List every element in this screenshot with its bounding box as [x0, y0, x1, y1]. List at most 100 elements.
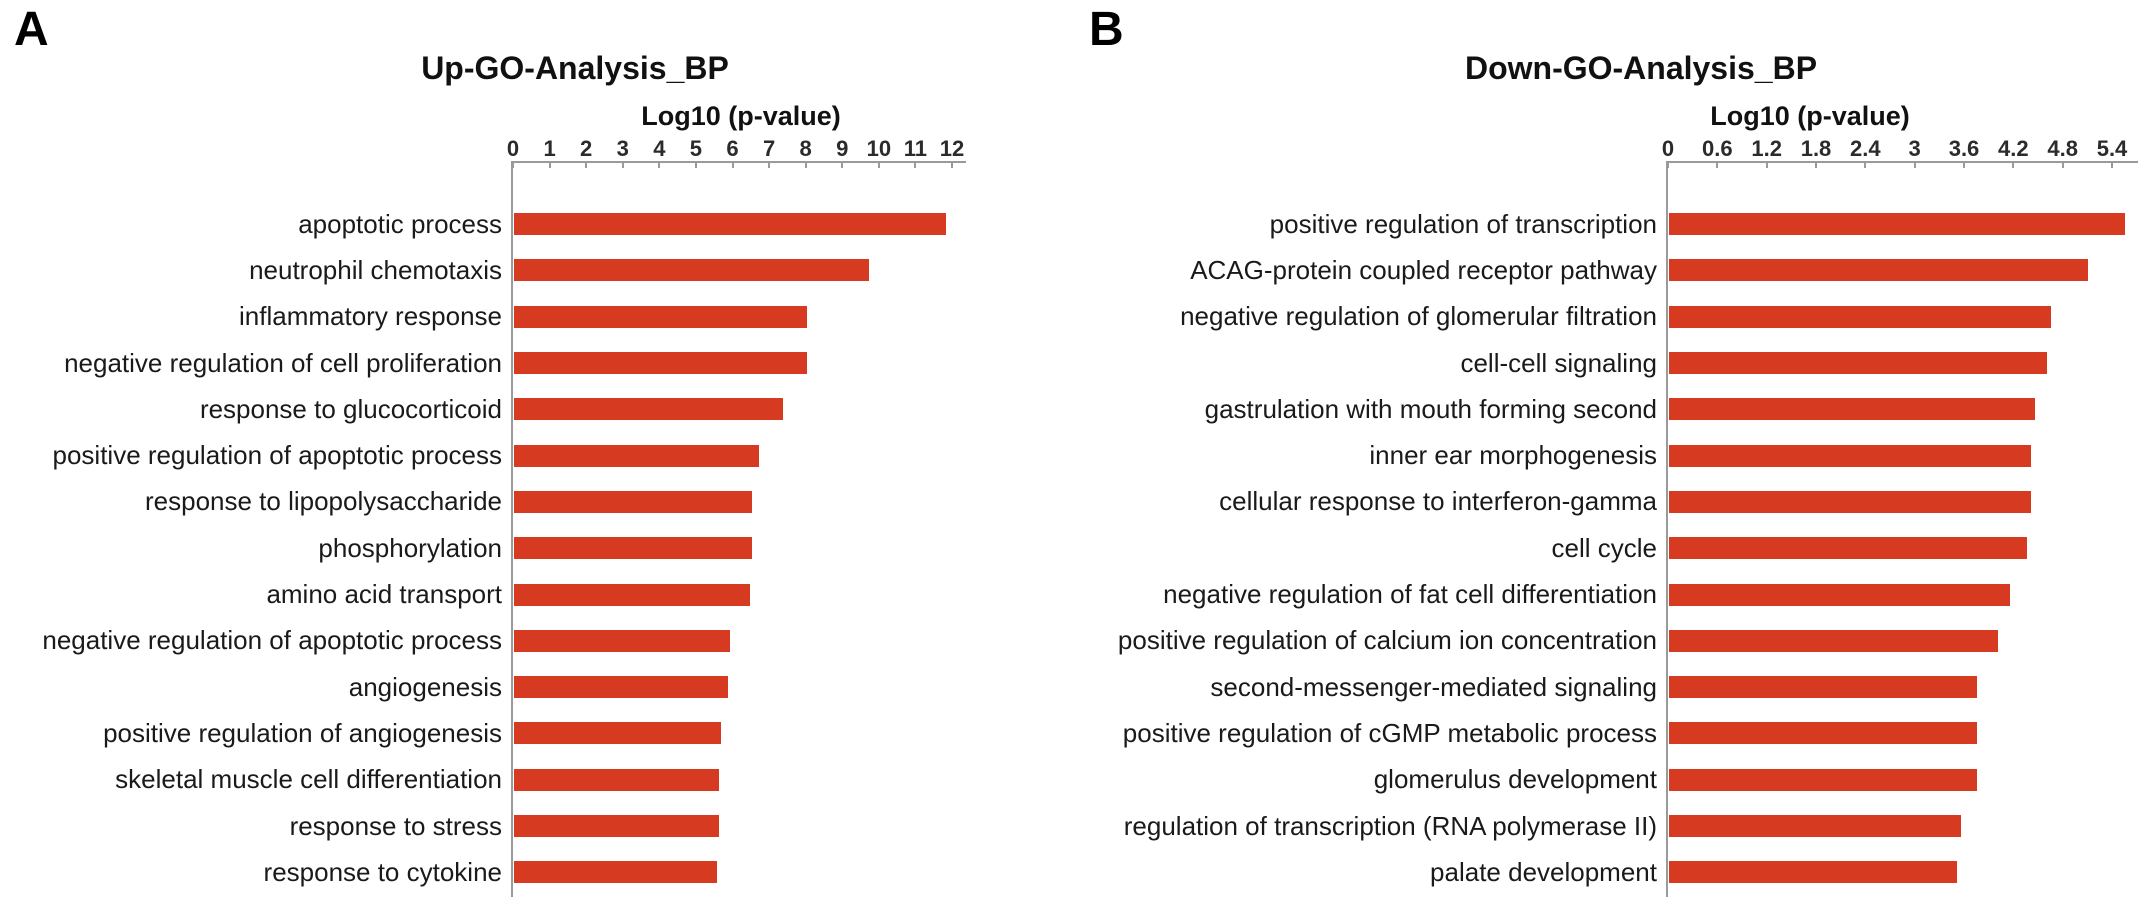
panel-letter: A — [14, 3, 49, 56]
bar-cell — [513, 803, 1075, 849]
x-axis-line — [1668, 161, 2138, 163]
x-axis-tick-mark — [877, 163, 880, 168]
bar-cell — [1668, 571, 2150, 617]
bar — [1669, 213, 2126, 236]
bar-row: second-messenger-mediated signaling — [1075, 664, 2150, 710]
x-axis-tick-mark — [585, 163, 588, 168]
bar — [514, 815, 719, 837]
x-axis-tick-label: 1 — [543, 136, 556, 161]
x-axis-tick-label: 5 — [689, 136, 703, 161]
category-label: glomerulus development — [1373, 764, 1657, 795]
x-axis-title: Log10 (p-value) — [641, 101, 841, 131]
x-axis-tick-label: 1.2 — [1751, 136, 1782, 161]
category-label: positive regulation of transcription — [1269, 208, 1657, 239]
bar-row: gastrulation with mouth forming second — [1075, 386, 2150, 432]
bar-cell — [1668, 525, 2150, 571]
bar-row: angiogenesis — [0, 664, 1075, 710]
x-axis-tick-label: 2 — [580, 136, 593, 161]
category-label: response to stress — [289, 810, 502, 841]
bar-cell — [1668, 247, 2150, 293]
bar-cell — [513, 618, 1075, 664]
bar-row: positive regulation of calcium ion conce… — [1075, 618, 2150, 664]
category-label: cellular response to interferon-gamma — [1219, 486, 1657, 517]
chart-title: Down-GO-Analysis_BP — [1464, 50, 1818, 86]
bar — [514, 444, 760, 467]
x-axis-tick-mark — [951, 163, 953, 168]
category-label: positive regulation of angiogenesis — [103, 717, 502, 748]
x-axis-tick-label: 6 — [726, 136, 739, 161]
category-label: cell cycle — [1551, 532, 1657, 563]
x-axis-tick-label: 0 — [1661, 136, 1675, 161]
bar-cell — [513, 571, 1075, 617]
x-axis-tick-mark — [1963, 163, 1965, 168]
bar-cell — [1668, 340, 2150, 386]
category-label: response to cytokine — [263, 856, 502, 887]
bar — [1669, 676, 1978, 699]
x-axis-tick-label: 2.4 — [1850, 136, 1881, 161]
x-axis-line — [513, 161, 966, 163]
bar — [514, 213, 946, 236]
bar-cell — [1668, 664, 2150, 710]
y-axis-line — [1666, 161, 1668, 897]
category-label: gastrulation with mouth forming second — [1204, 393, 1657, 424]
category-label: negative regulation of fat cell differen… — [1163, 579, 1657, 610]
bar-rows: positive regulation of transcription ACAG… — [1075, 201, 2150, 895]
bar — [1669, 352, 2048, 375]
bar-row: ACAG-protein coupled receptor pathway — [1075, 247, 2150, 293]
x-axis-tick-label: 12 — [939, 136, 965, 161]
x-axis-tick-label: 8 — [799, 136, 812, 161]
category-label: positive regulation of calcium ion conce… — [1117, 625, 1657, 656]
bar-cell — [1668, 849, 2150, 895]
bar — [1669, 398, 2035, 421]
category-label: negative regulation of glomerular filtra… — [1180, 301, 1657, 332]
x-axis-tick-label: 3.6 — [1948, 136, 1980, 161]
category-label: cell-cell signaling — [1460, 347, 1657, 378]
bar-row: negative regulation of fat cell differen… — [1075, 571, 2150, 617]
bar-cell — [513, 340, 1075, 386]
bar — [1669, 305, 2052, 328]
bar — [514, 768, 719, 791]
bar-cell — [513, 525, 1075, 571]
y-axis-line — [511, 161, 513, 897]
bar — [514, 259, 869, 282]
panel-letter: B — [1089, 3, 1124, 56]
bar — [1669, 583, 2011, 606]
x-axis-tick-mark — [694, 163, 697, 168]
x-axis-title: Log10 (p-value) — [1710, 101, 1910, 131]
bar-row: response to stress — [0, 803, 1075, 849]
x-axis-tick-mark — [804, 163, 807, 168]
bar — [1669, 537, 2027, 560]
x-axis-tick-label: 11 — [903, 136, 928, 161]
category-label: positive regulation of cGMP metabolic pr… — [1122, 717, 1657, 748]
x-axis-tick-label: 7 — [762, 136, 776, 161]
x-axis-tick-label: 0 — [506, 136, 520, 161]
chart-title: Up-GO-Analysis_BP — [421, 50, 729, 86]
bar-cell — [513, 757, 1075, 803]
x-axis-tick-mark — [768, 163, 771, 168]
bar — [1669, 444, 2031, 467]
bar-cell — [1668, 201, 2150, 247]
bar-row: neutrophil chemotaxis — [0, 247, 1075, 293]
bar-row: apoptotic process — [0, 201, 1075, 247]
bar-row: amino acid transport — [0, 571, 1075, 617]
bar-cell — [513, 664, 1075, 710]
bar-cell — [1668, 757, 2150, 803]
bar-row: response to cytokine — [0, 849, 1075, 895]
category-label: skeletal muscle cell differentiation — [115, 764, 502, 795]
category-label: negative regulation of cell proliferatio… — [64, 347, 502, 378]
bar-row: negative regulation of glomerular filtra… — [1075, 294, 2150, 340]
bar — [1669, 629, 1998, 652]
x-axis-tick-mark — [1864, 163, 1867, 168]
bar-row: negative regulation of apoptotic process — [0, 618, 1075, 664]
category-label: second-messenger-mediated signaling — [1210, 671, 1657, 702]
x-axis-tick-label: 4.8 — [2047, 136, 2078, 161]
bar — [514, 583, 750, 606]
x-axis-tick-mark — [512, 163, 514, 168]
bar-row: response to lipopolysaccharide — [0, 479, 1075, 525]
x-axis-tick-mark — [914, 163, 917, 168]
bar-cell — [1668, 618, 2150, 664]
bar — [1669, 490, 2031, 513]
x-axis-tick-mark — [841, 163, 844, 168]
category-label: response to lipopolysaccharide — [145, 486, 502, 517]
bar-row: glomerulus development — [1075, 757, 2150, 803]
